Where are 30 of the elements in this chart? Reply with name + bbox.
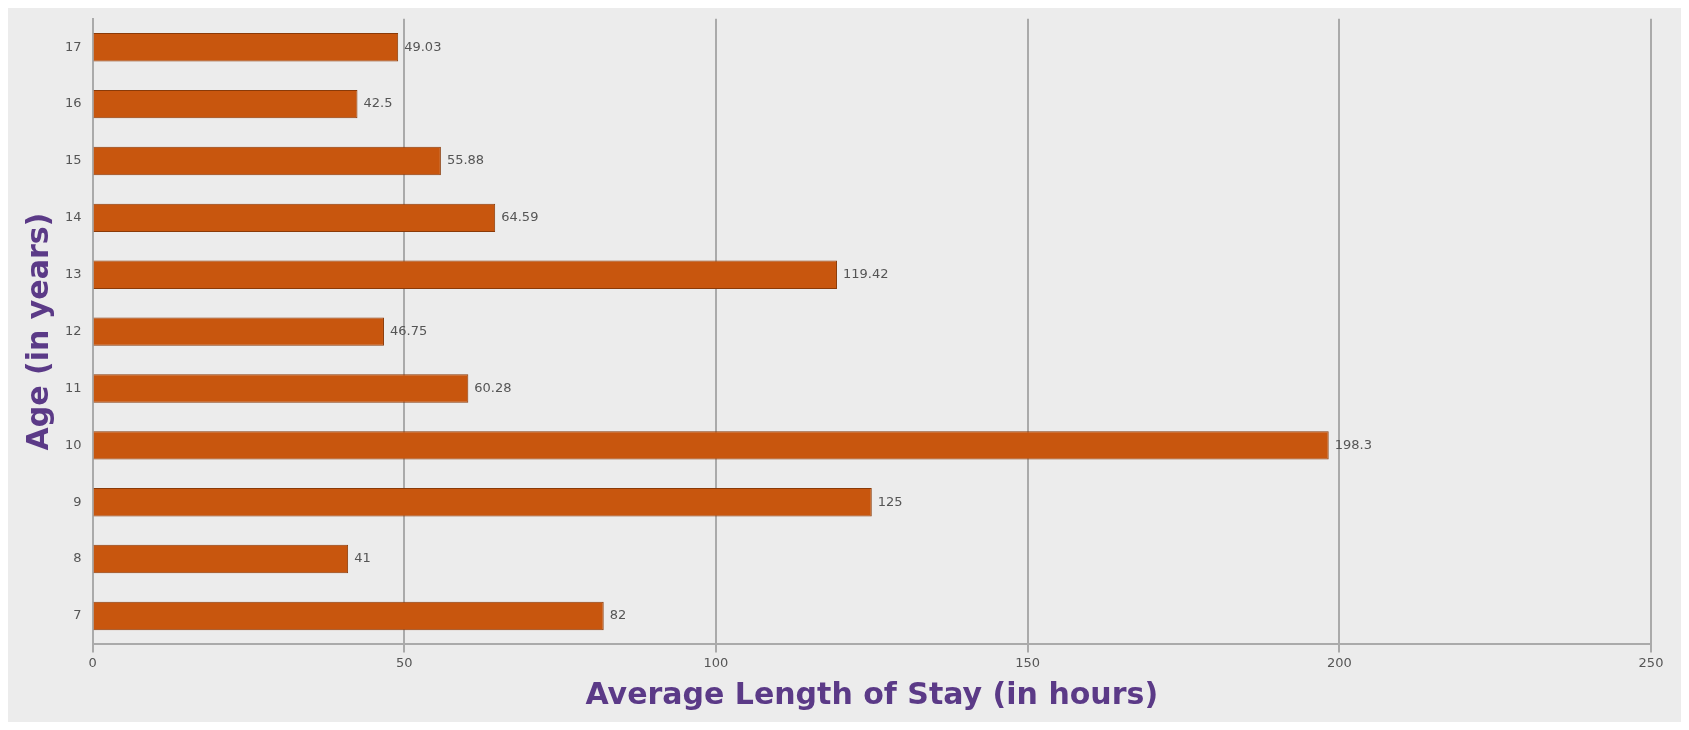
y-tick-label: 10 [65, 436, 82, 452]
y-tick-label: 7 [73, 607, 82, 623]
data-label: 42.5 [363, 95, 393, 111]
data-label: 82 [609, 607, 627, 623]
y-tick-label: 12 [65, 322, 82, 338]
x-tick-label: 200 [1326, 654, 1352, 670]
y-tick-label: 9 [73, 493, 82, 509]
data-label: 198.3 [1334, 436, 1372, 452]
data-label: 55.88 [446, 152, 485, 168]
data-label: 119.42 [842, 266, 889, 282]
data-label: 46.75 [389, 322, 428, 338]
x-tick-label: 100 [703, 654, 729, 670]
data-label: 49.03 [404, 38, 442, 54]
data-label: 41 [354, 550, 371, 566]
data-label: 64.59 [501, 209, 539, 225]
y-axis-title: Age (in years) [19, 212, 55, 451]
y-tick-label: 11 [65, 379, 82, 395]
y-tick-label: 15 [65, 152, 82, 168]
y-tick-label: 16 [65, 95, 82, 111]
x-tick-label: 250 [1638, 654, 1664, 670]
y-tick-label: 13 [65, 266, 82, 282]
y-tick-label: 17 [65, 38, 82, 54]
data-label: 125 [877, 493, 903, 509]
x-tick-label: 0 [88, 654, 97, 670]
x-tick-label: 150 [1015, 654, 1041, 670]
y-tick-label: 14 [65, 209, 82, 225]
x-axis-title: Average Length of Stay (in hours) [585, 675, 1159, 711]
y-tick-label: 8 [73, 550, 82, 566]
data-label: 60.28 [474, 379, 512, 395]
x-tick-label: 50 [395, 654, 413, 670]
